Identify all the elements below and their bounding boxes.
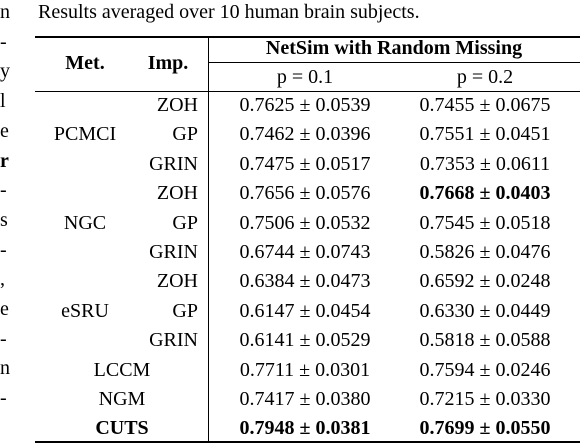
- score-cell: 0.5826 ± 0.0476: [419, 241, 551, 263]
- score-cell: 0.7462 ± 0.0396: [239, 123, 371, 146]
- imputation-label: ZOH: [156, 182, 198, 205]
- score-cell: 0.7551 ± 0.0451: [419, 123, 551, 146]
- margin-fragment: e: [0, 119, 9, 142]
- score-cell: 0.7353 ± 0.0611: [419, 152, 551, 175]
- header-column: p = 0.2: [456, 66, 514, 88]
- method-label: NGC: [63, 211, 107, 234]
- margin-fragment: y: [0, 60, 10, 83]
- method-label: eSRU: [61, 299, 109, 322]
- margin-fragment: r: [0, 149, 9, 172]
- score-cell: 0.7417 ± 0.0380: [239, 388, 371, 410]
- margin-fragment: s: [0, 208, 8, 231]
- score-cell: 0.7948 ± 0.0381: [239, 417, 371, 440]
- margin-fragment: n: [0, 357, 10, 380]
- imputation-label: ZOH: [156, 94, 198, 116]
- margin-fragment: -: [0, 387, 7, 410]
- score-cell: 0.6147 ± 0.0454: [239, 299, 371, 322]
- score-cell: 0.6141 ± 0.0529: [239, 329, 371, 352]
- score-cell: 0.6330 ± 0.0449: [419, 299, 551, 322]
- margin-fragment: -: [0, 238, 7, 261]
- method-label: LCCM: [93, 358, 151, 381]
- margin-fragment: -: [0, 327, 7, 350]
- imputation-label: GRIN: [149, 152, 198, 175]
- margin-fragment: -: [0, 179, 7, 202]
- method-label: NGM: [98, 388, 146, 410]
- imputation-label: GRIN: [149, 329, 198, 352]
- caption: Results averaged over 10 human brain sub…: [38, 1, 420, 23]
- imputation-label: GP: [172, 299, 198, 322]
- score-cell: 0.6744 ± 0.0743: [239, 241, 371, 263]
- imputation-label: ZOH: [156, 270, 198, 293]
- score-cell: 0.7668 ± 0.0403: [419, 182, 551, 205]
- margin-fragment: e: [0, 298, 9, 320]
- score-cell: 0.5818 ± 0.0588: [419, 329, 551, 352]
- header-method: Met.: [65, 52, 105, 74]
- margin-fragment: ,: [0, 268, 5, 291]
- score-cell: 0.7215 ± 0.0330: [419, 388, 551, 410]
- score-cell: 0.7625 ± 0.0539: [239, 94, 371, 116]
- score-cell: 0.7594 ± 0.0246: [419, 358, 551, 381]
- imputation-label: GP: [172, 211, 198, 234]
- top-rule: [35, 36, 580, 38]
- header-rule: [35, 91, 580, 92]
- imputation-label: GRIN: [149, 241, 198, 263]
- method-label: CUTS: [95, 417, 149, 440]
- score-cell: 0.7699 ± 0.0550: [419, 417, 551, 440]
- score-cell: 0.7455 ± 0.0675: [419, 94, 551, 116]
- column-rule: [208, 37, 209, 441]
- score-cell: 0.7711 ± 0.0301: [239, 358, 371, 381]
- header-column: p = 0.1: [276, 66, 334, 88]
- score-cell: 0.6592 ± 0.0248: [419, 270, 551, 293]
- score-cell: 0.7475 ± 0.0517: [239, 152, 371, 175]
- margin-fragment: n: [0, 1, 10, 23]
- margin-fragment: l: [0, 90, 6, 113]
- margin-fragment: -: [0, 30, 7, 53]
- score-cell: 0.6384 ± 0.0473: [239, 270, 371, 293]
- score-cell: 0.7545 ± 0.0518: [419, 211, 551, 234]
- score-cell: 0.7656 ± 0.0576: [239, 182, 371, 205]
- bottom-rule: [35, 441, 580, 443]
- imputation-label: GP: [172, 123, 198, 146]
- group-rule: [209, 62, 580, 63]
- method-label: PCMCI: [53, 123, 117, 146]
- score-cell: 0.7506 ± 0.0532: [239, 211, 371, 234]
- header-imputation: Imp.: [147, 52, 189, 74]
- header-group: NetSim with Random Missing: [265, 37, 523, 59]
